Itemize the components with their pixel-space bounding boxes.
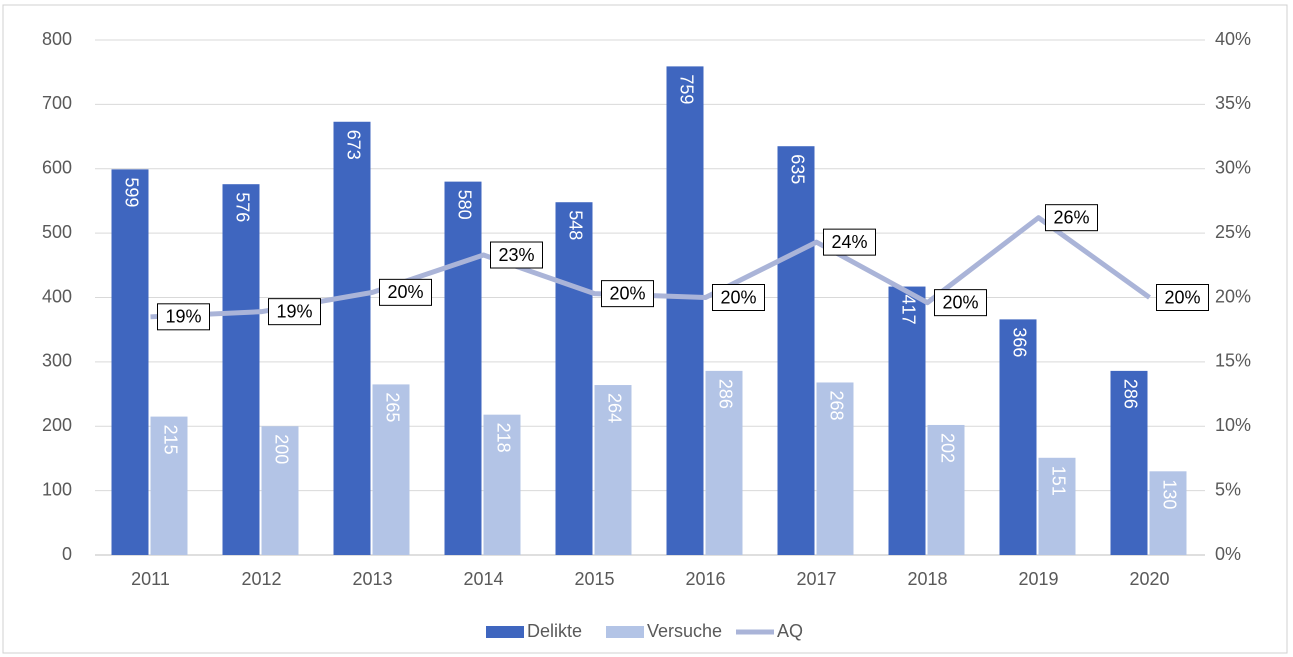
bar [1110,370,1148,555]
y2-tick-label: 30% [1215,158,1251,178]
y2-tick-label: 20% [1215,286,1251,306]
data-label-box [601,280,654,308]
line-value-label: 24% [831,232,867,252]
bar [333,121,371,555]
y-tick-label: 0 [62,544,72,564]
line-value-label: 20% [720,287,756,307]
bar-value-label: 215 [160,425,180,455]
line-value-label: 23% [498,245,534,265]
y2-tick-label: 25% [1215,222,1251,242]
y2-tick-label: 15% [1215,351,1251,371]
line-value-label: 20% [609,283,645,303]
bar [1038,457,1076,555]
bar [261,426,299,555]
bar-value-label: 218 [493,423,513,453]
bar [555,202,593,555]
legend-label: Delikte [527,621,582,641]
y-tick-label: 800 [42,29,72,49]
line-value-label: 26% [1053,207,1089,227]
legend-swatch [606,626,644,638]
legend-label: Versuche [647,621,722,641]
bar [777,146,815,555]
bar-value-label: 268 [826,390,846,420]
bar [999,319,1037,555]
x-tick-label: 2016 [685,569,725,589]
x-tick-label: 2019 [1018,569,1058,589]
bar-value-label: 673 [343,130,363,160]
data-label-box [823,228,876,256]
bar-value-label: 417 [898,295,918,325]
bar-value-label: 130 [1159,479,1179,509]
bar [888,286,926,555]
bar [444,181,482,555]
data-label-box [934,289,987,317]
data-label-box [490,241,543,269]
data-label-box [268,298,321,326]
bar-value-label: 366 [1009,327,1029,357]
bar-value-label: 599 [121,177,141,207]
line-value-label: 19% [276,301,312,321]
y-tick-label: 700 [42,93,72,113]
bar [816,382,854,555]
bar [666,66,704,556]
x-tick-label: 2011 [131,569,170,589]
bar-value-label: 286 [1120,379,1140,409]
bar-value-label: 265 [382,392,402,422]
y-tick-label: 500 [42,222,72,242]
x-tick-label: 2018 [907,569,947,589]
bar [927,424,965,555]
legend-label: AQ [777,621,803,641]
x-tick-label: 2012 [241,569,281,589]
x-tick-label: 2017 [796,569,836,589]
y2-tick-label: 0% [1215,544,1241,564]
bar [594,385,632,555]
x-tick-label: 2020 [1129,569,1169,589]
y-tick-label: 600 [42,158,72,178]
bar [705,370,743,555]
y2-tick-label: 35% [1215,93,1251,113]
line-value-label: 19% [165,307,201,327]
bar-value-label: 264 [604,393,624,423]
data-label-box [712,284,765,311]
y2-tick-label: 5% [1215,479,1241,499]
bar [483,414,521,555]
data-label-box [157,303,210,331]
y-tick-label: 300 [42,351,72,371]
y-tick-label: 100 [42,479,72,499]
bar [1149,471,1187,555]
bar-value-label: 200 [271,434,291,464]
bar-value-label: 151 [1048,466,1068,496]
line-value-label: 20% [942,292,978,312]
line-value-label: 20% [1164,287,1200,307]
bar [111,169,149,556]
data-label-box [1045,204,1098,232]
bar [150,416,188,555]
x-tick-label: 2013 [352,569,392,589]
bar-value-label: 576 [232,192,252,222]
y-tick-label: 200 [42,415,72,435]
bar-value-label: 635 [787,154,807,184]
bar-value-label: 548 [565,210,585,240]
x-tick-label: 2015 [574,569,614,589]
bar [222,184,260,555]
bar [372,384,410,555]
data-label-box [379,278,432,306]
bar-value-label: 202 [937,433,957,463]
legend-swatch [486,626,524,638]
bar-value-label: 286 [715,379,735,409]
y2-tick-label: 40% [1215,29,1251,49]
y2-tick-label: 10% [1215,415,1251,435]
line-value-label: 20% [387,282,423,302]
y-tick-label: 400 [42,286,72,306]
bar-value-label: 759 [676,74,696,104]
data-label-box [1156,284,1209,311]
x-tick-label: 2014 [463,569,503,589]
bar-value-label: 580 [454,190,474,220]
